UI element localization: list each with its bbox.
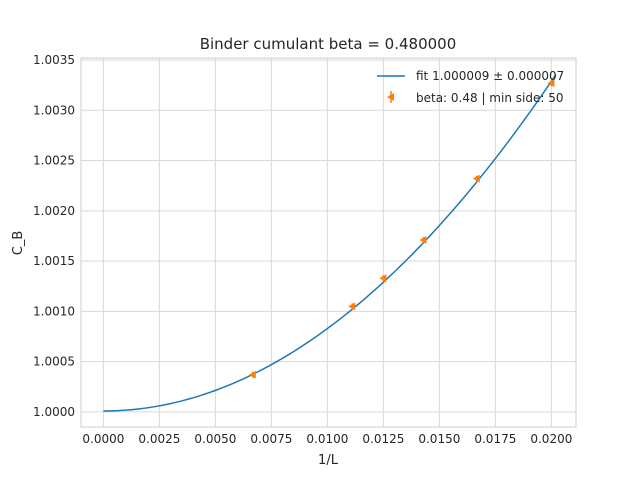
legend: fit 1.000009 ± 0.000007 beta: 0.48 | min…: [377, 69, 564, 105]
x-tick-label: 0.0000: [82, 432, 124, 446]
y-tick-label: 1.0000: [33, 405, 75, 419]
chart-title: Binder cumulant beta = 0.480000: [200, 35, 457, 53]
y-tick-label: 1.0010: [33, 304, 75, 318]
fit-curve: [103, 74, 557, 412]
legend-label-fit: fit 1.000009 ± 0.000007: [416, 69, 564, 83]
x-tick-label: 0.0175: [474, 432, 516, 446]
data-point: [348, 302, 356, 311]
y-tick-label: 1.0020: [33, 204, 75, 218]
y-tick-label: 1.0005: [33, 355, 75, 369]
y-tick-label: 1.0025: [33, 154, 75, 168]
x-tick-label: 0.0125: [362, 432, 404, 446]
legend-marker-swatch: [387, 91, 394, 103]
y-tick-labels: 1.0000 1.0005 1.0010 1.0015 1.0020 1.0025 1.00…: [33, 53, 75, 419]
x-axis-label: 1/L: [318, 453, 339, 468]
data-point: [379, 274, 387, 283]
y-axis-label: C_B: [11, 231, 26, 256]
y-tick-label: 1.0035: [33, 53, 75, 67]
x-tick-label: 0.0075: [250, 432, 292, 446]
x-tick-label: 0.0050: [194, 432, 236, 446]
data-point: [248, 370, 256, 379]
x-tick-label: 0.0150: [418, 432, 460, 446]
x-tick-label: 0.0200: [530, 432, 572, 446]
data-points: [248, 79, 555, 379]
x-tick-label: 0.0025: [138, 432, 180, 446]
plot-frame: [80, 57, 577, 428]
y-tick-label: 1.0030: [33, 103, 75, 117]
x-tick-label: 0.0100: [306, 432, 348, 446]
legend-label-points: beta: 0.48 | min side: 50: [416, 91, 563, 105]
x-tick-labels: 0.0000 0.0025 0.0050 0.0075 0.0100 0.0125 0.01…: [82, 432, 572, 446]
data-point: [472, 174, 480, 183]
data-point: [547, 79, 555, 88]
y-tick-label: 1.0015: [33, 254, 75, 268]
fit-line-group: [103, 74, 557, 412]
data-point: [419, 235, 427, 244]
grid-lines: [81, 58, 576, 427]
